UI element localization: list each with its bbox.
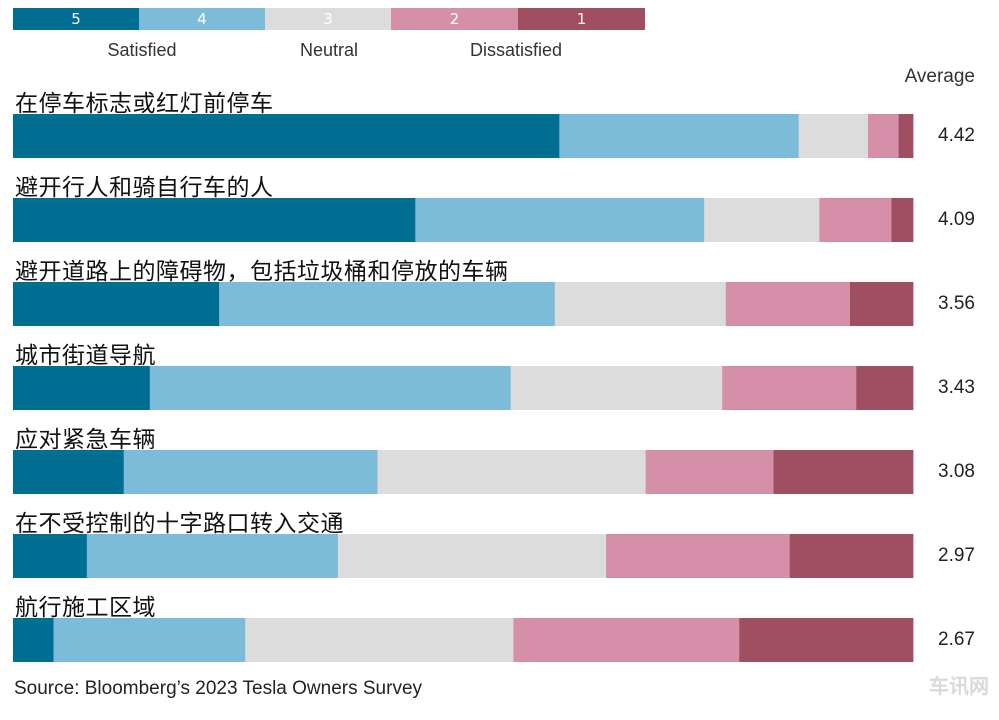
row-average: 4.42 <box>938 125 975 146</box>
bar-segment-5 <box>13 534 88 578</box>
source-note: Source: Bloomberg’s 2023 Tesla Owners Su… <box>14 678 423 699</box>
bar-segment-1 <box>773 450 914 494</box>
row-average: 3.08 <box>938 461 975 482</box>
bar-segment-2 <box>606 534 791 578</box>
bar-segment-5 <box>13 282 220 326</box>
row-average: 3.43 <box>938 377 975 398</box>
legend-swatch-2: 2 <box>391 8 518 30</box>
bar-segment-3 <box>337 534 607 578</box>
bar-segment-5 <box>13 450 125 494</box>
bar-segment-3 <box>798 114 869 158</box>
row-label: 应对紧急车辆 <box>15 427 156 453</box>
bar-segment-2 <box>645 450 774 494</box>
row-label: 避开行人和骑自行车的人 <box>15 175 274 201</box>
legend-swatch-5: 5 <box>13 8 139 30</box>
bar-segment-1 <box>789 534 914 578</box>
bar-segment-3 <box>704 198 820 242</box>
row-average: 2.97 <box>938 545 975 566</box>
bar-segment-2 <box>868 114 899 158</box>
bar-segment-4 <box>53 618 246 662</box>
bar-segment-1 <box>898 114 914 158</box>
bar-segment-4 <box>415 198 705 242</box>
bar-segment-1 <box>850 282 914 326</box>
row-label: 航行施工区域 <box>15 595 156 621</box>
legend-neutral-label: Neutral <box>299 40 359 60</box>
watermark-logo: 车讯网 <box>929 674 989 698</box>
row-label: 避开道路上的障碍物，包括垃圾桶和停放的车辆 <box>15 259 509 285</box>
bar-segment-2 <box>513 618 740 662</box>
legend-swatch-4: 4 <box>139 8 265 30</box>
legend-dissatisfied-label: Dissatisfied <box>469 40 563 60</box>
bar-segment-3 <box>377 450 647 494</box>
legend-satisfied-label: Satisfied <box>107 40 177 60</box>
row-average: 4.09 <box>938 209 975 230</box>
average-column-header: Average <box>904 66 975 87</box>
row-label: 在不受控制的十字路口转入交通 <box>15 511 344 537</box>
bar-segment-5 <box>13 366 151 410</box>
bar-segment-2 <box>722 366 857 410</box>
bar-segment-2 <box>725 282 851 326</box>
bar-segment-4 <box>559 114 800 158</box>
row-average: 2.67 <box>938 629 975 650</box>
legend: 5 4 3 2 1 Satisfied Neutral Dissatisfied <box>13 8 645 60</box>
bar-segment-3 <box>510 366 723 410</box>
bar-segment-4 <box>86 534 339 578</box>
bar-segment-1 <box>891 198 914 242</box>
bar-segment-5 <box>13 114 560 158</box>
bar-segment-5 <box>13 618 54 662</box>
legend-swatch-3: 3 <box>265 8 391 30</box>
bar-segment-4 <box>149 366 512 410</box>
bar-segment-2 <box>819 198 892 242</box>
bar-segment-1 <box>739 618 914 662</box>
bar-segment-3 <box>245 618 514 662</box>
bar-segment-5 <box>13 198 416 242</box>
bar-segment-3 <box>554 282 727 326</box>
legend-swatch-1: 1 <box>518 8 645 30</box>
row-label: 在停车标志或红灯前停车 <box>15 91 274 117</box>
row-average: 3.56 <box>938 293 975 314</box>
bar-segment-1 <box>856 366 914 410</box>
row-label: 城市街道导航 <box>15 343 156 369</box>
bar-segment-4 <box>123 450 378 494</box>
bar-segment-4 <box>219 282 556 326</box>
